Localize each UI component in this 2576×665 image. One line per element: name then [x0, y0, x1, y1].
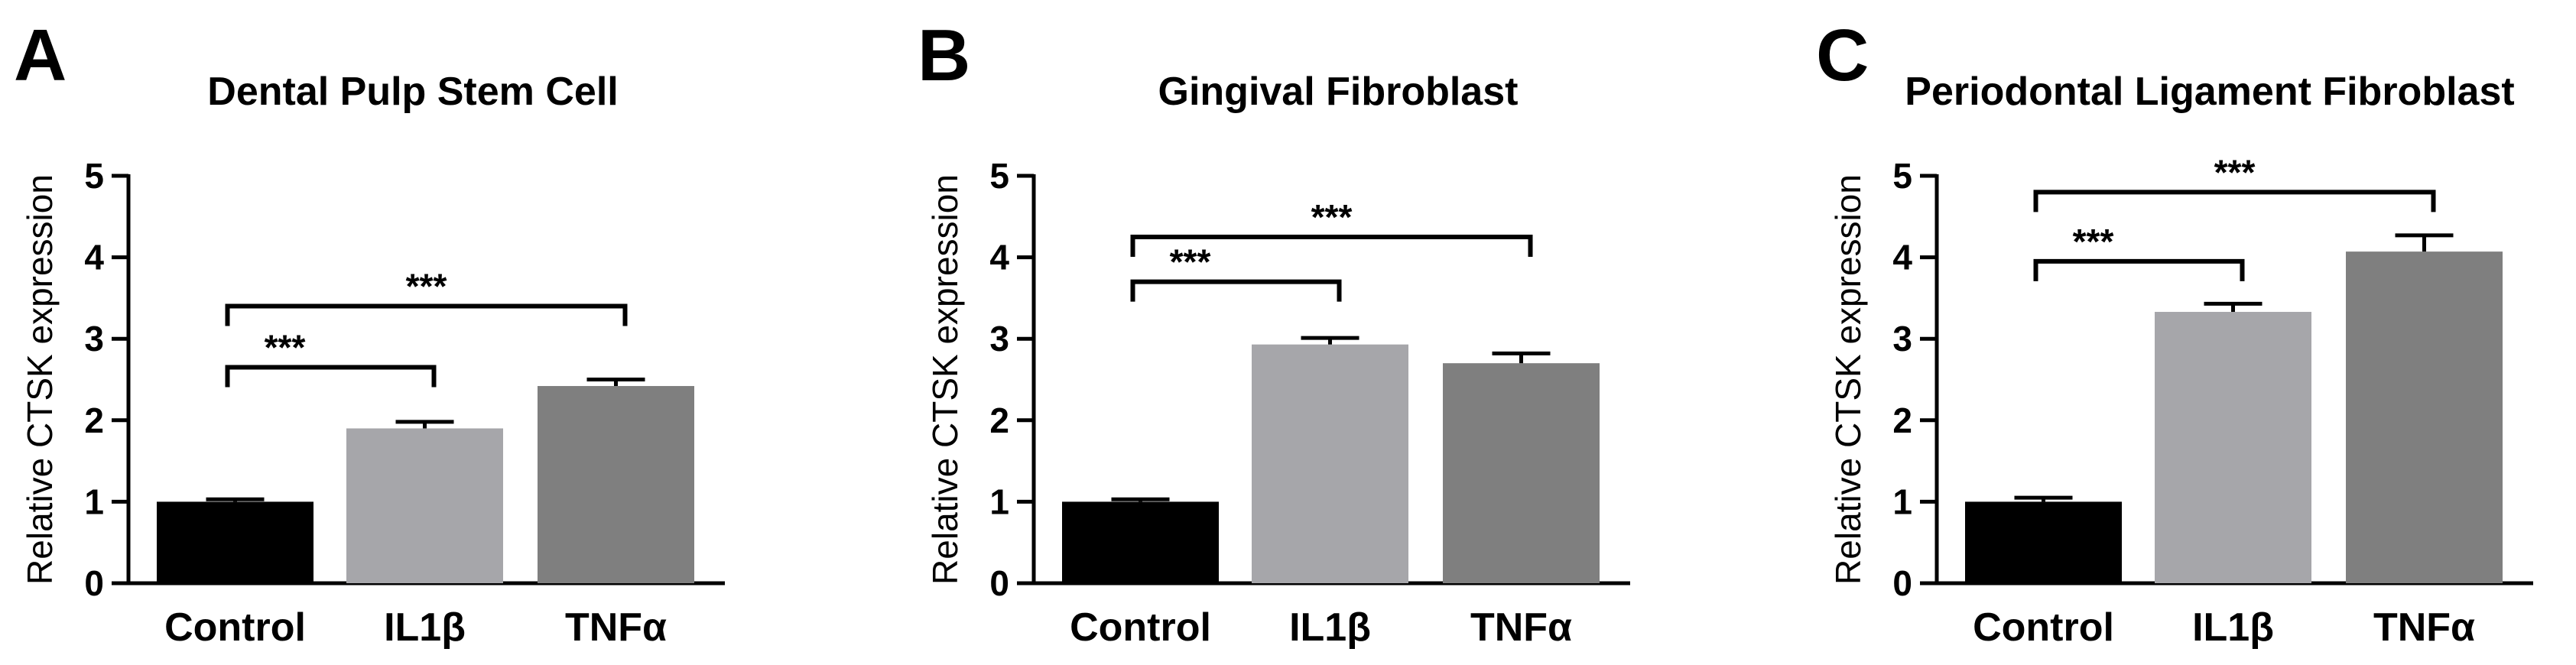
bar-1 — [346, 428, 503, 583]
chart-title: Dental Pulp Stem Cell — [207, 70, 618, 114]
y-tick-label: 2 — [1892, 401, 1912, 440]
significance-label: *** — [2073, 222, 2114, 261]
significance-bracket — [1130, 279, 1342, 302]
panel-letter: A — [14, 15, 67, 96]
y-tick-label: 0 — [1892, 563, 1912, 603]
bar-1 — [2155, 312, 2311, 583]
significance-bracket — [1130, 234, 1533, 257]
significance-label: *** — [1170, 242, 1211, 282]
chart-title: Gingival Fibroblast — [1158, 70, 1519, 114]
significance-bracket — [225, 365, 437, 388]
bar-2 — [2346, 251, 2503, 583]
y-tick-label: 4 — [84, 238, 104, 277]
chart-panel-b: B Gingival Fibroblast Relative CTSK expres… — [918, 15, 1630, 650]
x-category-label: IL1β — [2192, 605, 2274, 650]
bar-0 — [1965, 501, 2122, 583]
y-tick-label: 2 — [84, 401, 104, 440]
y-axis-label: Relative CTSK expression — [20, 174, 60, 585]
y-tick-label: 1 — [1892, 482, 1912, 521]
y-tick-label: 0 — [989, 563, 1009, 603]
y-tick-label: 3 — [84, 319, 104, 358]
y-tick-label: 4 — [1892, 238, 1912, 277]
bar-1 — [1252, 344, 1408, 583]
x-category-label: Control — [1973, 605, 2114, 650]
y-tick-label: 3 — [989, 319, 1009, 358]
significance-label: *** — [406, 267, 447, 307]
x-category-label: IL1β — [384, 605, 466, 650]
x-category-label: Control — [164, 605, 306, 650]
bar-0 — [157, 501, 313, 583]
significance-label: *** — [1311, 197, 1353, 237]
panel-letter: B — [918, 15, 970, 96]
x-category-label: TNFα — [2373, 605, 2475, 650]
x-category-label: TNFα — [565, 605, 667, 650]
y-axis-label: Relative CTSK expression — [1828, 174, 1868, 585]
y-tick-label: 3 — [1892, 319, 1912, 358]
y-tick-label: 5 — [84, 156, 104, 196]
y-tick-label: 0 — [84, 563, 104, 603]
significance-bracket — [2033, 258, 2245, 281]
significance-bracket — [225, 303, 628, 326]
significance-bracket — [2033, 190, 2436, 212]
y-tick-label: 5 — [989, 156, 1009, 196]
x-category-label: TNFα — [1470, 605, 1572, 650]
bar-2 — [538, 386, 694, 583]
y-tick-label: 2 — [989, 401, 1009, 440]
significance-label: *** — [265, 328, 306, 368]
bar-0 — [1062, 501, 1219, 583]
y-axis-label: Relative CTSK expression — [925, 174, 965, 585]
bar-2 — [1443, 363, 1600, 583]
chart-title: Periodontal Ligament Fibroblast — [1905, 70, 2514, 114]
y-tick-label: 4 — [989, 238, 1009, 277]
y-tick-label: 5 — [1892, 156, 1912, 196]
significance-label: *** — [2214, 152, 2256, 192]
x-category-label: IL1β — [1289, 605, 1371, 650]
chart-panel-a: A Dental Pulp Stem Cell Relative CTSK expr… — [14, 15, 725, 650]
x-category-label: Control — [1070, 605, 1211, 650]
panel-letter: C — [1816, 15, 1869, 96]
y-tick-label: 1 — [989, 482, 1009, 521]
y-tick-label: 1 — [84, 482, 104, 521]
chart-panel-c: C Periodontal Ligament Fibroblast Relative… — [1816, 15, 2533, 650]
